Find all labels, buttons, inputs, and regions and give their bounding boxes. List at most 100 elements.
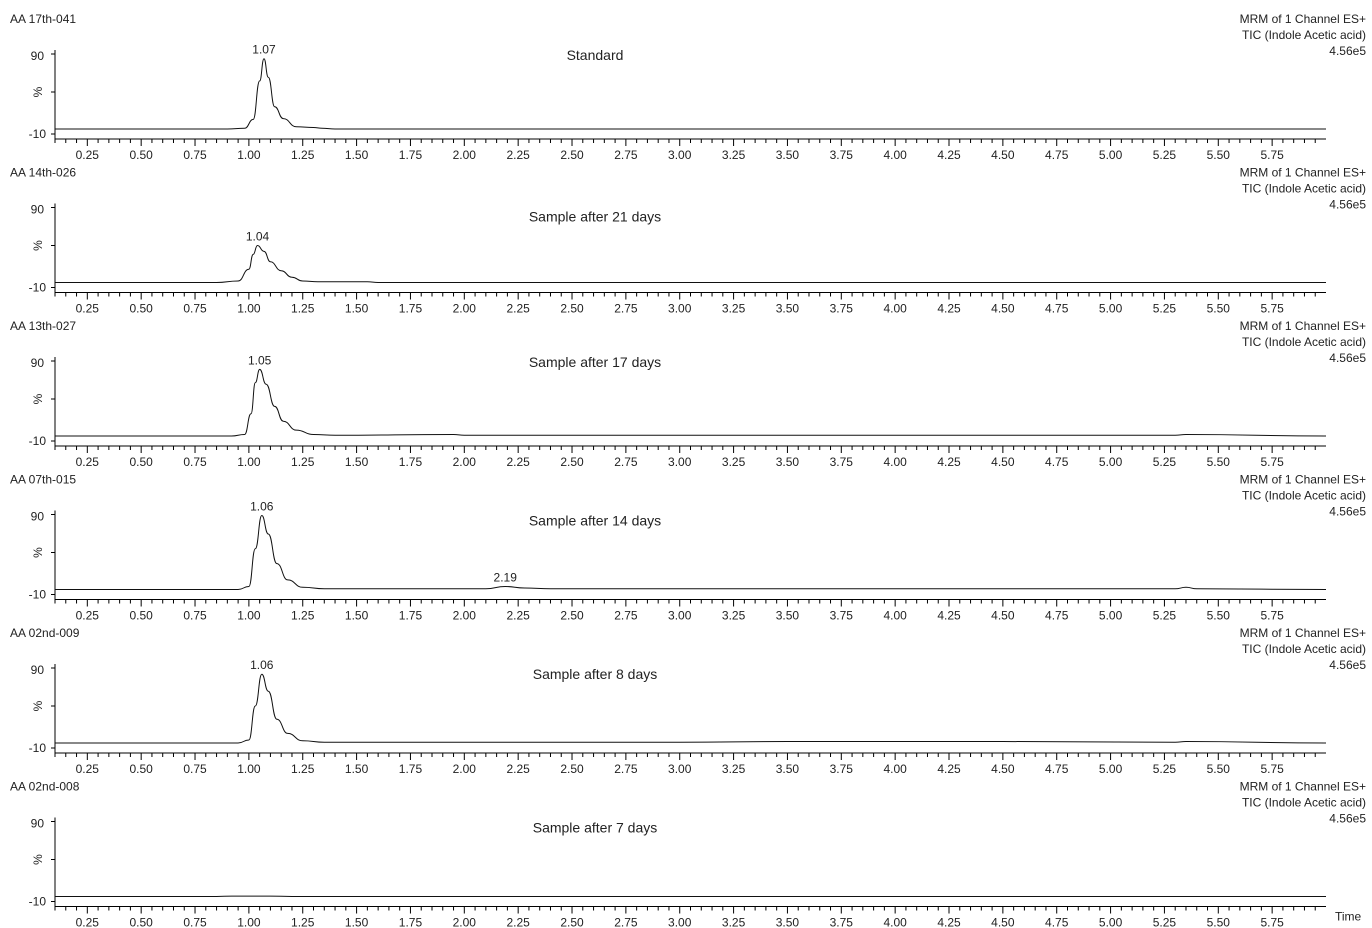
channel-info-label: TIC (Indole Acetic acid) bbox=[1242, 182, 1366, 196]
sample-title: Sample after 8 days bbox=[533, 666, 658, 682]
sample-title: Sample after 14 days bbox=[529, 513, 661, 529]
x-tick-label: 3.75 bbox=[830, 609, 854, 623]
x-tick-label: 2.00 bbox=[453, 302, 477, 316]
y-tick-label: 90 bbox=[31, 49, 45, 63]
x-tick-label: 5.75 bbox=[1260, 609, 1284, 623]
x-tick-label: 0.25 bbox=[76, 762, 100, 776]
x-tick-label: 1.50 bbox=[345, 302, 369, 316]
y-tick-label: -10 bbox=[29, 434, 47, 448]
x-tick-label: 5.00 bbox=[1099, 916, 1123, 928]
chromatogram-panel: AA 13th-027 MRM of 1 Channel ES+ TIC (Indo… bbox=[10, 319, 1366, 469]
x-tick-label: 5.25 bbox=[1153, 916, 1177, 928]
x-tick-label: 2.75 bbox=[614, 302, 638, 316]
sample-id-label: AA 07th-015 bbox=[10, 473, 76, 487]
x-tick-label: 1.00 bbox=[237, 762, 261, 776]
channel-info-label: 4.56e5 bbox=[1329, 198, 1366, 212]
x-tick-label: 2.25 bbox=[506, 609, 530, 623]
x-tick-label: 2.50 bbox=[560, 609, 584, 623]
x-tick-label: 1.50 bbox=[345, 916, 369, 928]
x-tick-label: 5.50 bbox=[1207, 609, 1231, 623]
x-tick-label: 2.75 bbox=[614, 762, 638, 776]
x-tick-label: 1.25 bbox=[291, 455, 315, 469]
x-tick-label: 2.50 bbox=[560, 762, 584, 776]
x-tick-label: 0.75 bbox=[183, 302, 207, 316]
sample-title: Sample after 17 days bbox=[529, 354, 661, 370]
x-tick-label: 0.25 bbox=[76, 609, 100, 623]
x-tick-label: 1.50 bbox=[345, 148, 369, 162]
channel-info-label: 4.56e5 bbox=[1329, 351, 1366, 365]
x-tick-label: 3.00 bbox=[668, 609, 692, 623]
x-tick-label: 5.25 bbox=[1153, 148, 1177, 162]
x-tick-label: 2.75 bbox=[614, 916, 638, 928]
peak-label: 1.06 bbox=[250, 500, 274, 514]
x-tick-label: 3.00 bbox=[668, 455, 692, 469]
channel-info-label: MRM of 1 Channel ES+ bbox=[1240, 626, 1366, 640]
x-tick-label: 1.25 bbox=[291, 609, 315, 623]
x-tick-label: 0.50 bbox=[129, 609, 153, 623]
x-tick-label: 0.50 bbox=[129, 302, 153, 316]
x-tick-label: 1.00 bbox=[237, 302, 261, 316]
channel-info-label: TIC (Indole Acetic acid) bbox=[1242, 28, 1366, 42]
channel-info-label: TIC (Indole Acetic acid) bbox=[1242, 335, 1366, 349]
x-tick-label: 3.50 bbox=[776, 148, 800, 162]
x-tick-label: 4.25 bbox=[937, 455, 961, 469]
y-axis-percent-label: % bbox=[31, 700, 45, 711]
x-tick-label: 3.00 bbox=[668, 148, 692, 162]
x-tick-label: 1.50 bbox=[345, 455, 369, 469]
chromatogram-trace bbox=[55, 514, 1327, 590]
x-tick-label: 3.75 bbox=[830, 148, 854, 162]
x-tick-label: 5.25 bbox=[1153, 762, 1177, 776]
x-tick-label: 0.50 bbox=[129, 455, 153, 469]
channel-info-label: 4.56e5 bbox=[1329, 44, 1366, 58]
channel-info-label: TIC (Indole Acetic acid) bbox=[1242, 796, 1366, 810]
x-tick-label: 4.75 bbox=[1045, 762, 1069, 776]
x-tick-label: 2.25 bbox=[506, 302, 530, 316]
chromatogram-panel: AA 02nd-008 MRM of 1 Channel ES+ TIC (Indo… bbox=[10, 780, 1366, 928]
x-tick-label: 1.00 bbox=[237, 609, 261, 623]
x-tick-label: 5.25 bbox=[1153, 609, 1177, 623]
x-tick-label: 1.50 bbox=[345, 609, 369, 623]
x-tick-label: 2.50 bbox=[560, 148, 584, 162]
x-tick-label: 1.00 bbox=[237, 916, 261, 928]
channel-info-label: 4.56e5 bbox=[1329, 812, 1366, 826]
y-axis-percent-label: % bbox=[31, 393, 45, 404]
y-tick-label: -10 bbox=[29, 588, 47, 602]
x-tick-label: 2.50 bbox=[560, 302, 584, 316]
channel-info-label: MRM of 1 Channel ES+ bbox=[1240, 780, 1366, 794]
x-tick-label: 0.25 bbox=[76, 455, 100, 469]
x-tick-label: 4.75 bbox=[1045, 148, 1069, 162]
x-tick-label: 4.00 bbox=[883, 609, 907, 623]
x-tick-label: 0.25 bbox=[76, 148, 100, 162]
x-tick-label: 5.75 bbox=[1260, 302, 1284, 316]
x-tick-label: 0.50 bbox=[129, 916, 153, 928]
sample-title: Sample after 21 days bbox=[529, 209, 661, 225]
y-tick-label: -10 bbox=[29, 741, 47, 755]
channel-info-label: TIC (Indole Acetic acid) bbox=[1242, 642, 1366, 656]
y-axis-percent-label: % bbox=[31, 854, 45, 865]
x-tick-label: 5.00 bbox=[1099, 302, 1123, 316]
chromatogram-trace bbox=[55, 673, 1327, 744]
sample-id-label: AA 17th-041 bbox=[10, 12, 76, 26]
peak-label: 2.19 bbox=[494, 571, 518, 585]
chromatogram-trace bbox=[54, 58, 1326, 130]
x-tick-label: 5.00 bbox=[1099, 455, 1123, 469]
sample-id-label: AA 02nd-009 bbox=[10, 626, 80, 640]
x-tick-label: 5.50 bbox=[1207, 762, 1231, 776]
x-tick-label: 0.25 bbox=[76, 916, 100, 928]
chromatogram-trace bbox=[54, 244, 1326, 284]
peak-label: 1.06 bbox=[250, 658, 274, 672]
x-tick-label: 0.75 bbox=[183, 148, 207, 162]
x-tick-label: 2.00 bbox=[453, 609, 477, 623]
x-tick-label: 3.50 bbox=[776, 455, 800, 469]
x-tick-label: 1.75 bbox=[399, 916, 423, 928]
x-tick-label: 1.25 bbox=[291, 148, 315, 162]
x-tick-label: 2.25 bbox=[506, 148, 530, 162]
x-tick-label: 1.25 bbox=[291, 762, 315, 776]
x-tick-label: 2.50 bbox=[560, 455, 584, 469]
x-tick-label: 0.50 bbox=[129, 762, 153, 776]
sample-id-label: AA 13th-027 bbox=[10, 319, 76, 333]
x-tick-label: 2.75 bbox=[614, 455, 638, 469]
x-tick-label: 5.50 bbox=[1207, 148, 1231, 162]
x-tick-label: 5.50 bbox=[1207, 455, 1231, 469]
x-tick-label: 3.25 bbox=[722, 916, 746, 928]
